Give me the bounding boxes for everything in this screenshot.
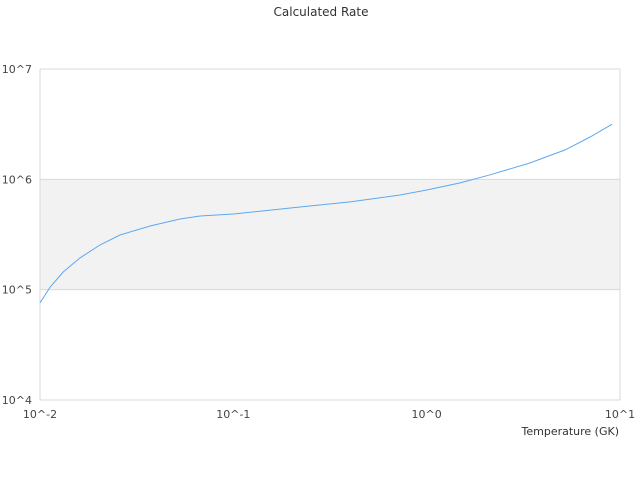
y-tick-label: 10^7 (2, 63, 32, 76)
y-tick-label: 10^5 (2, 284, 32, 297)
plot-area: 10^4 10^5 10^6 10^7 10^-2 10^-1 10^0 10^1 (2, 63, 635, 421)
x-axis-label: Temperature (GK) (521, 425, 620, 438)
x-tick-label: 10^-1 (216, 408, 250, 421)
y-tick-label: 10^6 (2, 173, 32, 186)
y-tick-label: 10^4 (2, 394, 32, 407)
x-tick-label: 10^-2 (23, 408, 57, 421)
chart-title: Calculated Rate (274, 5, 369, 19)
series-line (39, 123, 613, 304)
x-tick-label: 10^0 (412, 408, 442, 421)
x-tick-label: 10^1 (605, 408, 635, 421)
grid-band (40, 179, 620, 290)
